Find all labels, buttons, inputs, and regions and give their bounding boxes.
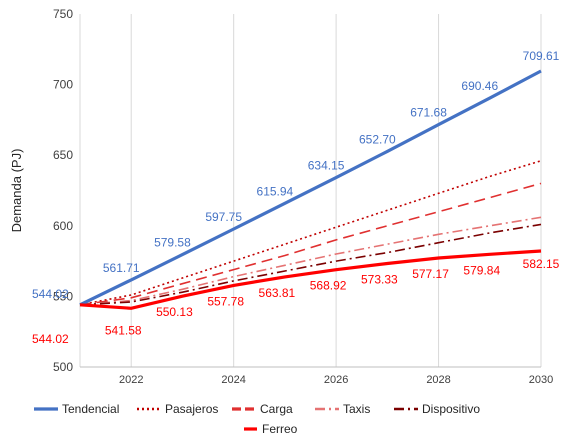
legend-label: Carga <box>260 402 293 416</box>
data-label-ferreo: 550.13 <box>156 305 193 319</box>
y-tick-label: 600 <box>53 219 73 233</box>
data-label-tendencial: 597.75 <box>205 210 242 224</box>
data-label-ferreo: 544.02 <box>32 332 69 346</box>
legend-item-ferreo: Ferreo <box>244 422 298 436</box>
x-tick-label: 2024 <box>221 374 245 386</box>
data-labels: 544.02 561.71 579.58 597.75 615.94 634.15 652.… <box>32 49 560 346</box>
data-label-ferreo: 582.15 <box>523 257 560 271</box>
axes: 2022 2024 2026 2028 2030 500 550 600 650 700 750 De… <box>9 7 553 386</box>
data-label-tendencial: 652.70 <box>359 132 396 146</box>
x-tick-label: 2030 <box>529 374 553 386</box>
data-label-tendencial: 709.61 <box>523 49 560 63</box>
y-axis-title: Demanda (PJ) <box>9 149 24 233</box>
legend-label: Tendencial <box>62 402 119 416</box>
y-tick-label: 550 <box>53 289 73 303</box>
series-line-taxis <box>79 216 542 306</box>
data-label-tendencial: 634.15 <box>308 159 345 173</box>
data-label-ferreo: 563.81 <box>259 286 296 300</box>
data-label-ferreo: 577.17 <box>412 267 449 281</box>
data-label-ferreo: 579.84 <box>463 263 500 277</box>
x-tick-label: 2022 <box>119 374 143 386</box>
legend-label: Ferreo <box>262 422 298 436</box>
y-tick-label: 700 <box>53 78 73 92</box>
data-label-tendencial: 615.94 <box>257 184 294 198</box>
data-label-tendencial: 561.71 <box>103 261 140 275</box>
legend: Tendencial Pasajeros Carga Taxis Dispositivo… <box>34 402 480 436</box>
data-label-tendencial: 671.68 <box>410 106 447 120</box>
legend-label: Dispositivo <box>422 402 480 416</box>
data-label-tendencial: 544.02 <box>32 287 69 301</box>
x-tick-label: 2026 <box>324 374 348 386</box>
data-label-ferreo: 557.78 <box>207 294 244 308</box>
legend-item-tendencial: Tendencial <box>34 402 119 416</box>
x-tick-label: 2028 <box>426 374 450 386</box>
series-line-tendencial <box>79 69 542 307</box>
series-line-dispositivo <box>79 223 542 306</box>
series-line-pasajeros <box>79 160 542 306</box>
series-line-carga <box>79 182 542 306</box>
legend-item-pasajeros: Pasajeros <box>137 402 218 416</box>
legend-label: Taxis <box>343 402 370 416</box>
legend-item-dispositivo: Dispositivo <box>394 402 480 416</box>
data-label-tendencial: 579.58 <box>154 236 191 250</box>
data-label-ferreo: 573.33 <box>361 272 398 286</box>
data-label-tendencial: 690.46 <box>461 79 498 93</box>
data-label-ferreo: 541.58 <box>105 323 142 337</box>
legend-item-carga: Carga <box>232 402 293 416</box>
y-tick-label: 650 <box>53 148 73 162</box>
series-line-ferreo <box>79 249 542 310</box>
data-label-ferreo: 568.92 <box>310 279 347 293</box>
legend-label: Pasajeros <box>165 402 218 416</box>
series-lines <box>79 69 542 310</box>
y-tick-label: 500 <box>53 360 73 374</box>
legend-item-taxis: Taxis <box>315 402 370 416</box>
y-tick-label: 750 <box>53 7 73 21</box>
